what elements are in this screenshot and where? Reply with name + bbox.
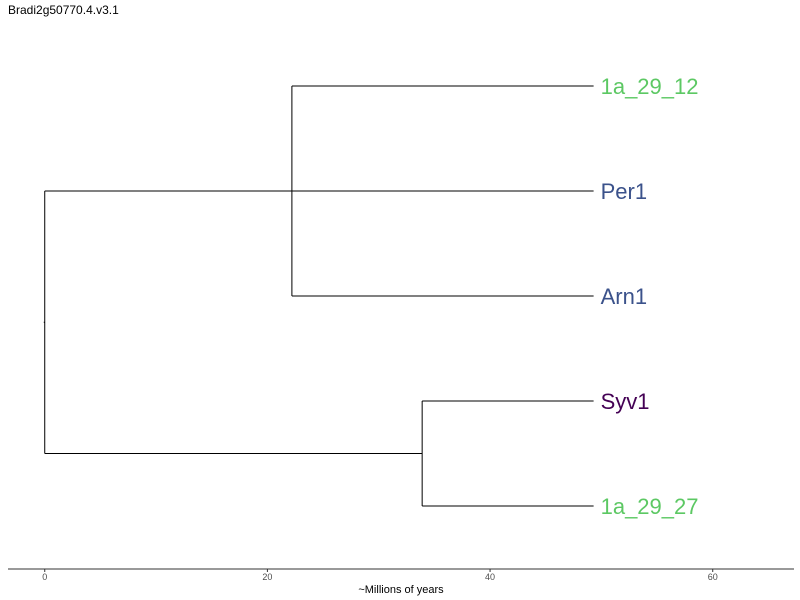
x-tick-label: 20 — [262, 572, 272, 582]
x-axis-label: ~Millions of years — [358, 584, 444, 596]
x-tick-label: 40 — [485, 572, 495, 582]
leaf-labels: 1a_29_12 Per1 Arn1 Syv1 1a_29_27 — [601, 74, 699, 519]
leaf-label: 1a_29_27 — [601, 494, 699, 519]
x-tick-label: 0 — [42, 572, 47, 582]
x-axis-ticks: 0 20 40 60 — [42, 569, 718, 582]
leaf-label: Arn1 — [601, 284, 647, 309]
leaf-label: Per1 — [601, 179, 647, 204]
leaf-label: 1a_29_12 — [601, 74, 699, 99]
tree-branches — [43, 85, 594, 507]
chart-title: Bradi2g50770.4.v3.1 — [8, 3, 119, 17]
leaf-label: Syv1 — [601, 389, 650, 414]
x-tick-label: 60 — [708, 572, 718, 582]
